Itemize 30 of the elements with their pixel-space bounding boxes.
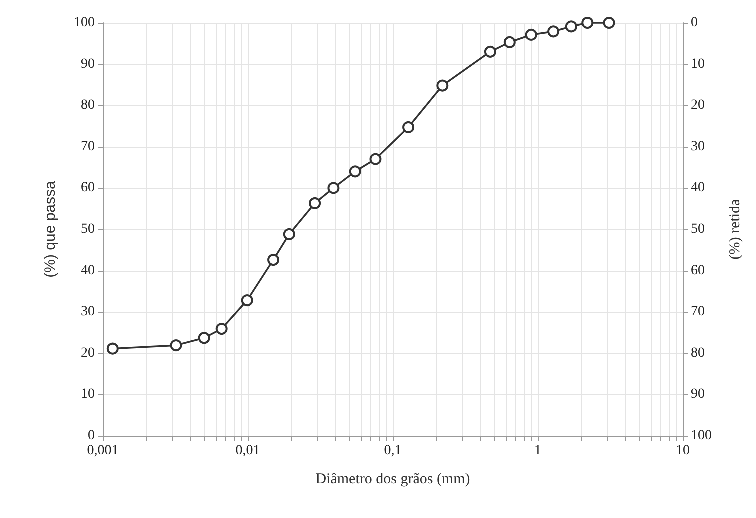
- y2-tick-label: 70: [691, 304, 705, 320]
- x-tick-label: 0,01: [236, 444, 260, 458]
- x-axis-title: Diâmetro dos grãos (mm): [316, 472, 470, 488]
- y2-tick-label: 20: [691, 98, 705, 114]
- y-tick-label: 50: [81, 222, 95, 237]
- y-tick-label: 60: [81, 180, 95, 196]
- y-tick-label: 80: [81, 98, 95, 114]
- y-tick-label: 20: [81, 346, 95, 361]
- y2-axis-title: (%) retida: [728, 198, 744, 260]
- y2-tick-label: 80: [691, 346, 705, 361]
- y2-tick-label: 30: [691, 139, 705, 154]
- x-tick-label: 10: [676, 444, 690, 458]
- y-tick-label: 70: [81, 139, 95, 154]
- y2-tick-label: 40: [691, 180, 705, 196]
- y-tick-label: 30: [81, 304, 95, 320]
- x-tick-label: 0,1: [384, 444, 402, 458]
- x-tick-label: 1: [534, 444, 542, 458]
- y-tick-label: 0: [88, 428, 95, 444]
- y2-tick-label: 50: [691, 222, 705, 237]
- y2-tick-label: 10: [691, 56, 705, 72]
- y-tick-label: 10: [81, 387, 95, 402]
- y-tick-label: 100: [74, 16, 95, 30]
- y2-tick-label: 0: [691, 16, 698, 30]
- y2-tick-label: 60: [691, 263, 705, 278]
- y2-tick-label: 90: [691, 387, 705, 402]
- y-tick-label: 90: [81, 56, 95, 72]
- y2-tick-label: 100: [691, 428, 712, 444]
- x-tick-label: 0,001: [87, 444, 119, 458]
- y-axis-title: (%) que passa: [42, 180, 59, 278]
- y-tick-label: 40: [81, 263, 95, 278]
